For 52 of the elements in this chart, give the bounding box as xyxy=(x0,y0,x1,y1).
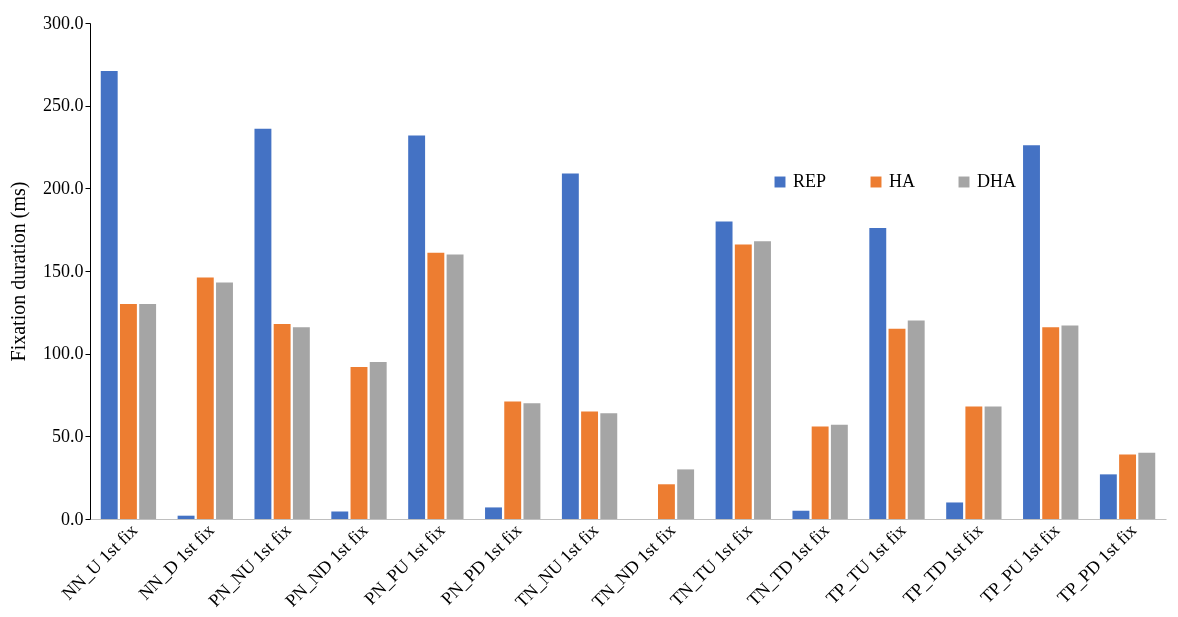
y-tick-label: 300.0 xyxy=(43,12,84,33)
bar xyxy=(1138,452,1156,519)
y-tick-label: 0.0 xyxy=(61,508,84,529)
bar xyxy=(754,241,771,519)
bar xyxy=(523,403,541,519)
bar xyxy=(792,510,810,519)
bar xyxy=(139,304,157,519)
y-tick-label: 200.0 xyxy=(43,177,84,198)
bar xyxy=(677,469,695,519)
bar xyxy=(408,135,426,519)
bar xyxy=(1023,145,1040,519)
bar xyxy=(292,327,310,519)
bar xyxy=(984,406,1002,519)
bar xyxy=(1042,327,1060,519)
bar xyxy=(273,323,291,519)
bar xyxy=(830,424,848,519)
bar xyxy=(350,366,368,519)
legend-label: HA xyxy=(889,171,915,191)
bar xyxy=(888,328,906,519)
bar xyxy=(715,221,733,519)
bar xyxy=(100,70,118,519)
bar xyxy=(869,228,887,519)
bar xyxy=(216,282,233,519)
y-tick-label: 50.0 xyxy=(52,425,84,446)
bar xyxy=(734,244,752,519)
bar xyxy=(254,128,272,519)
y-tick-label: 100.0 xyxy=(43,343,84,364)
bar xyxy=(1099,474,1117,519)
bar xyxy=(811,426,829,519)
bar xyxy=(965,406,983,519)
bar xyxy=(1119,454,1137,519)
legend-label: REP xyxy=(793,171,827,191)
bar xyxy=(331,511,349,519)
bar xyxy=(119,304,137,519)
bar xyxy=(177,515,195,519)
bar xyxy=(196,277,214,519)
bar xyxy=(946,502,964,519)
bar xyxy=(600,413,618,519)
y-tick-label: 250.0 xyxy=(43,95,84,116)
bar xyxy=(581,411,599,519)
y-axis-title: Fixation duration (ms) xyxy=(7,181,30,362)
bar xyxy=(1061,325,1079,519)
bar xyxy=(657,484,675,519)
y-tick-label: 150.0 xyxy=(43,260,84,281)
bar xyxy=(504,401,522,519)
bar xyxy=(561,173,579,519)
bar xyxy=(369,361,387,519)
bar xyxy=(907,320,925,519)
bar xyxy=(485,507,502,519)
bar xyxy=(427,252,445,519)
legend-label: DHA xyxy=(977,171,1016,191)
bar xyxy=(446,254,464,519)
